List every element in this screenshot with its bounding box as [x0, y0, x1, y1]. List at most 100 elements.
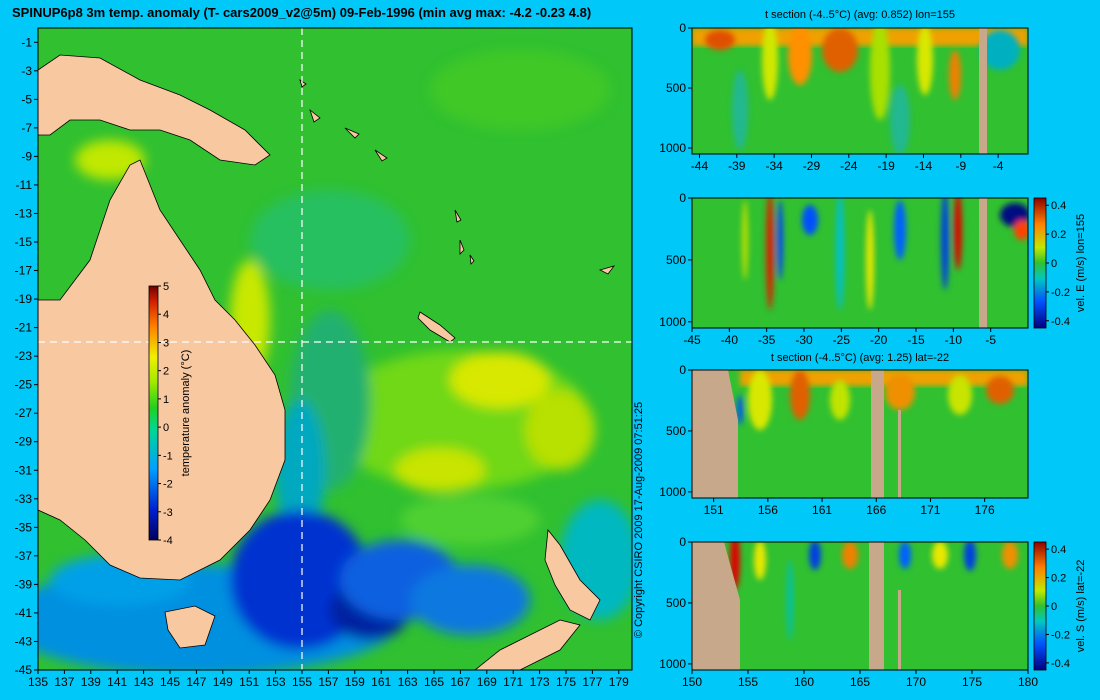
- tsec-lat-xtick-label: 166: [866, 503, 886, 517]
- map-xtick-label: 169: [477, 675, 497, 689]
- vsec-lat-cbar-tick-label: 0.2: [1051, 573, 1066, 585]
- tsec-lon-xtick-label: -24: [840, 159, 858, 173]
- tsec-lat-title: t section (-4..5°C) (avg: 1.25) lat=-22: [771, 352, 949, 364]
- tsec-lon-axis-ticks: -44 -39 -34 -29 -24 -19 -14 -9 -4 0 500 1000: [659, 21, 1003, 173]
- main-title: SPINUP6p8 3m temp. anomaly (T- cars2009_…: [12, 5, 592, 20]
- vsec-lat-cbar-tick-label: -0.4: [1051, 658, 1070, 670]
- vsec-lat-field: [692, 542, 1028, 670]
- map-ytick-label: -41: [15, 606, 33, 620]
- tsec-lon-xtick-label: -39: [728, 159, 746, 173]
- vsec-lat-ytick-label: 500: [666, 596, 686, 610]
- vsec-lat-ytick-label: 0: [679, 535, 686, 549]
- vsec-lat-xtick-label: 155: [738, 675, 758, 689]
- map-ytick-label: -19: [15, 292, 33, 306]
- map-xtick-label: 155: [292, 675, 312, 689]
- tsec-lon-field: [692, 28, 1028, 154]
- vsec-lat-cbar-tick-label: 0: [1051, 601, 1057, 613]
- land-new-guinea: [38, 54, 271, 166]
- map-cbar-tick-label: 5: [163, 281, 169, 293]
- tsec-lon-frame: [691, 27, 1029, 155]
- vsec-lon-cbar-tick-label: 0.4: [1051, 200, 1066, 212]
- vsec-lon-cbar-tick-label: -0.2: [1051, 287, 1070, 299]
- map-xtick-label: 167: [450, 675, 470, 689]
- tsec-lat-axis-ticks: 151 156 161 166 171 176 0 500 1000: [659, 363, 995, 517]
- map-ytick-label: -25: [15, 378, 33, 392]
- map-ytick-label: -35: [15, 520, 33, 534]
- map-land: [38, 54, 616, 670]
- tsec-lon-xtick-label: -4: [993, 159, 1004, 173]
- map-xtick-label: 159: [345, 675, 365, 689]
- map-ytick-label: -27: [15, 406, 33, 420]
- map-colorbar: 5 4 3 2 1 0 -1 -2 -3 -4 temperature anomaly (°C): [148, 281, 192, 547]
- map-ytick-label: -43: [15, 634, 33, 648]
- vsec-lat-xtick-label: 150: [682, 675, 702, 689]
- tsec-lon-xtick-label: -34: [765, 159, 783, 173]
- vsec-lon-xtick-label: -45: [683, 333, 701, 347]
- map-ytick-label: -33: [15, 492, 33, 506]
- vsec-lat-ytick-label: 1000: [659, 657, 686, 671]
- vsec-lat-axis-ticks: 150 155 160 165 170 175 180 0 500 1000: [659, 535, 1038, 689]
- map-ytick-label: -3: [21, 64, 32, 78]
- map-ytick-label: -21: [15, 321, 33, 335]
- map-axis-ticks: 135 137 139 141 143 145 147 149 151 153 155 157 159 1…: [15, 35, 629, 689]
- tsec-lon-panel: t section (-4..5°C) (avg: 0.852) lon=155…: [659, 9, 1029, 173]
- map-xtick-label: 149: [213, 675, 233, 689]
- map-xtick-label: 143: [134, 675, 154, 689]
- tsec-lat-xtick-label: 176: [975, 503, 995, 517]
- tsec-lat-xtick-label: 151: [704, 503, 724, 517]
- land-new-zealand-south: [474, 619, 581, 670]
- map-ytick-label: -23: [15, 349, 33, 363]
- vsec-lon-axis-ticks: -45 -40 -35 -30 -25 -20 -15 -10 -5 0 500 1000: [659, 191, 996, 347]
- map-frame: [37, 27, 633, 671]
- vsec-lat-xtick-label: 170: [906, 675, 926, 689]
- tsec-lat-xtick-label: 171: [920, 503, 940, 517]
- vsec-lon-cbar-tick-label: 0: [1051, 258, 1057, 270]
- land-islands: [299, 79, 616, 275]
- vsec-lat-xtick-label: 160: [794, 675, 814, 689]
- map-ytick-label: -9: [21, 149, 32, 163]
- tsec-lat-ytick-label: 0: [679, 363, 686, 377]
- map-xtick-label: 153: [266, 675, 286, 689]
- vsec-lon-xtick-label: -35: [758, 333, 776, 347]
- map-ytick-label: -17: [15, 264, 33, 278]
- tsec-lon-ytick-label: 500: [666, 81, 686, 95]
- vsec-lon-xtick-label: -5: [985, 333, 996, 347]
- land-australia: [38, 159, 286, 581]
- tsec-lat-ytick-label: 1000: [659, 485, 686, 499]
- vsec-lat-cbar-tick-label: -0.2: [1051, 629, 1070, 641]
- tsec-lat-ytick-label: 500: [666, 424, 686, 438]
- map-xtick-label: 139: [81, 675, 101, 689]
- tsec-lat-frame: [691, 369, 1029, 499]
- map-ytick-label: -1: [21, 35, 32, 49]
- vsec-lat-xtick-label: 180: [1018, 675, 1038, 689]
- map-cbar-tick-label: 4: [163, 309, 169, 321]
- vsec-lon-xtick-label: -20: [870, 333, 888, 347]
- map-ytick-label: -5: [21, 92, 32, 106]
- tsec-lon-patches: [692, 28, 1028, 154]
- map-ytick-label: -29: [15, 435, 33, 449]
- vsec-lat-panel: 150 155 160 165 170 175 180 0 500 1000 0.4 0.2 0 -0.…: [659, 535, 1087, 689]
- map-ytick-label: -7: [21, 121, 32, 135]
- tsec-lat-xtick-label: 156: [758, 503, 778, 517]
- tsec-lon-xtick-label: -19: [877, 159, 895, 173]
- copyright-text: © Copyright CSIRO 2009 17-Aug-2009 07:51…: [633, 402, 645, 638]
- vsec-lon-cbar-tick-label: 0.2: [1051, 229, 1066, 241]
- vsec-lon-xtick-label: -30: [795, 333, 813, 347]
- map-xtick-label: 137: [54, 675, 74, 689]
- map-cbar-tick-label: 0: [163, 422, 169, 434]
- map-xtick-label: 135: [28, 675, 48, 689]
- map-cbar-tick-label: 1: [163, 394, 169, 406]
- map-ytick-label: -37: [15, 549, 33, 563]
- map-xtick-label: 145: [160, 675, 180, 689]
- vsec-lon-xtick-label: -10: [945, 333, 963, 347]
- map-xtick-label: 165: [424, 675, 444, 689]
- tsec-lat-xtick-label: 161: [812, 503, 832, 517]
- vsec-lon-frame: [691, 197, 1029, 329]
- vsec-lon-xtick-label: -25: [833, 333, 851, 347]
- vsec-lat-patches: [692, 542, 1018, 670]
- vsec-lon-ytick-label: 1000: [659, 315, 686, 329]
- vsec-lat-xtick-label: 175: [962, 675, 982, 689]
- map-xtick-label: 141: [107, 675, 127, 689]
- tsec-lat-patches: [692, 370, 1028, 498]
